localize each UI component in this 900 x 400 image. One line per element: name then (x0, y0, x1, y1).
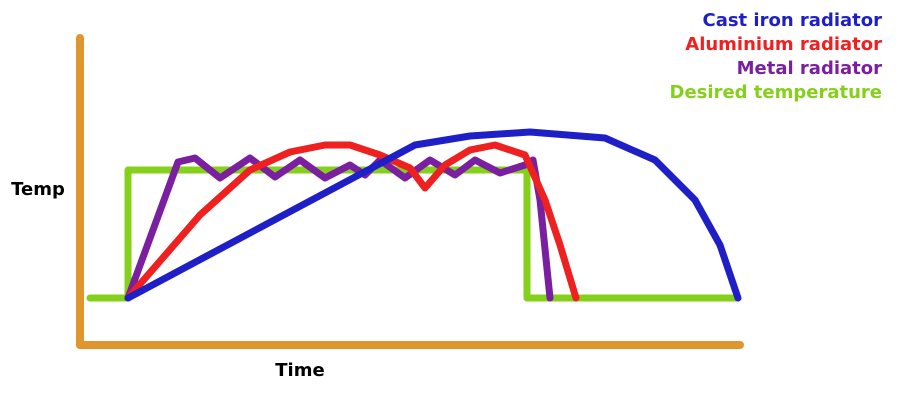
legend-entry: Desired temperature (670, 82, 882, 103)
series-line (86, 166, 742, 302)
legend-entry: Cast iron radiator (702, 10, 882, 31)
legend-entry: Aluminium radiator (685, 34, 882, 55)
x-axis-label: Time (275, 360, 324, 381)
legend-entry: Metal radiator (737, 58, 883, 79)
series-line (124, 128, 742, 302)
series-line (124, 141, 580, 302)
y-axis-label: Temp (11, 179, 65, 200)
